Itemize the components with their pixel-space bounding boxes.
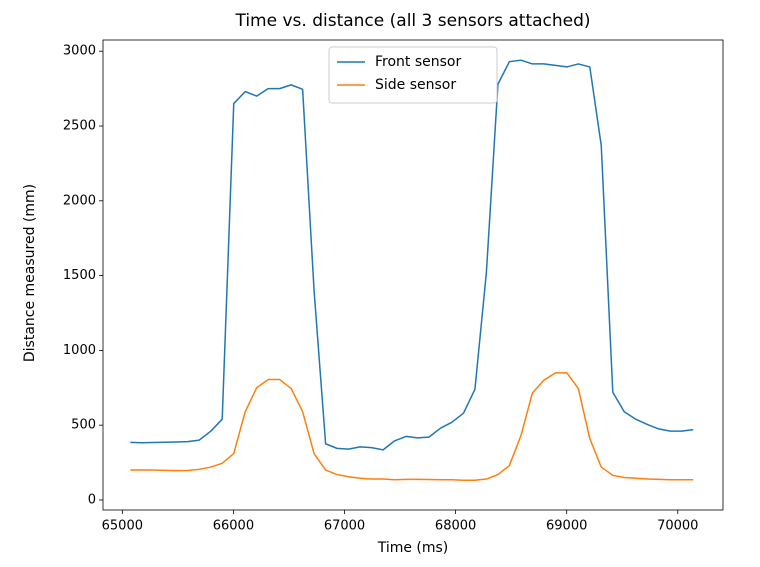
- y-axis-label: Distance measured (mm): [22, 184, 38, 362]
- legend-label: Side sensor: [375, 77, 456, 93]
- x-tick-label: 67000: [324, 519, 365, 534]
- y-tick-label: 2000: [63, 193, 96, 208]
- x-tick-label: 68000: [435, 519, 476, 534]
- y-tick-label: 3000: [63, 44, 96, 59]
- x-tick-label: 65000: [102, 519, 143, 534]
- x-tick-label: 66000: [213, 519, 254, 534]
- x-tick-label: 70000: [657, 519, 698, 534]
- x-axis-label: Time (ms): [377, 540, 449, 556]
- legend-box: [328, 46, 498, 104]
- plot-frame: [102, 39, 724, 511]
- y-tick-label: 2500: [63, 119, 96, 134]
- y-tick-label: 0: [88, 492, 96, 507]
- y-tick-label: 1500: [63, 268, 96, 283]
- data-line: [130, 59, 694, 451]
- x-tick-label: 69000: [546, 519, 587, 534]
- chart-title: Time vs. distance (all 3 sensors attache…: [234, 11, 590, 31]
- data-line: [130, 372, 694, 481]
- y-tick-label: 1000: [63, 343, 96, 358]
- legend-label: Front sensor: [375, 54, 462, 70]
- y-tick-label: 500: [71, 418, 96, 433]
- legend: Front sensor Side sensor: [328, 46, 498, 104]
